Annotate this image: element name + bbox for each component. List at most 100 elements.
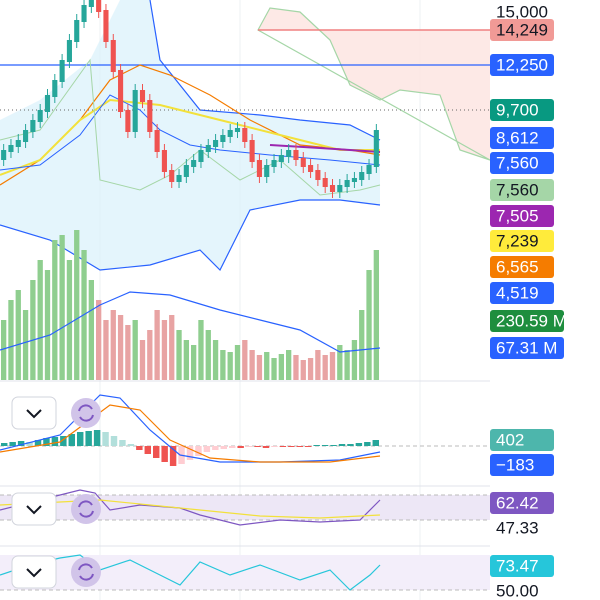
collapse-button[interactable] [11,555,57,589]
refresh-button[interactable] [71,557,101,587]
macd-bar [254,446,261,447]
volume-bar [183,340,189,380]
price-tag [490,99,554,121]
macd-bar [271,446,278,447]
price-tag [490,555,554,577]
price-tag [490,492,554,514]
volume-bar [366,270,372,380]
candle-body [154,130,160,152]
price-label: 50.00 [496,581,539,600]
collapse-button[interactable] [11,396,57,430]
price-tag [490,337,564,359]
volume-bar [249,350,255,380]
price-tag [490,127,554,149]
price-label: 402 [496,430,524,449]
macd-bar [34,440,42,446]
macd-bar [330,445,337,446]
candle-body [161,150,167,172]
macd-bar [245,446,253,447]
volume-bar [125,325,131,380]
price-tag [490,429,554,451]
volume-bar [161,320,168,380]
volume-bar [139,340,146,380]
volume-bar [176,330,182,380]
volume-bar [278,354,284,380]
chevron-icon [26,409,42,419]
candle-body [23,130,29,142]
macd-bar [60,436,67,446]
price-label: 47.33 [496,518,539,537]
macd-bar [203,446,211,452]
rsi-ma [0,499,381,519]
volume-bar [8,300,14,380]
volume-bar [30,280,36,380]
macd-bar [195,446,202,456]
candle-body [176,175,182,182]
candle-body [139,90,146,102]
macd-bar [186,446,194,460]
candle-body [249,140,255,162]
volume-bar [264,352,270,380]
macd-bar [212,446,219,450]
macd-bar [119,440,126,446]
candle-body [205,145,211,152]
candle-body [132,90,138,132]
macd-bar [68,434,75,446]
macd-bar [347,444,354,446]
price-label: 230.59 M [496,311,567,330]
price-label: 4,519 [496,283,539,302]
volume-bar [256,355,263,380]
price-tag [490,205,554,227]
volume-bar [351,340,358,380]
candle-body [81,5,87,22]
refresh-button[interactable] [71,494,101,524]
volume-bar [373,250,379,380]
candle-body [103,10,109,42]
price-label: 12,250 [496,55,548,74]
price-label: 7,505 [496,206,539,225]
macd-bar [1,443,8,446]
volume-bar [74,230,80,380]
pane-controls [11,396,101,589]
macd-bar [161,446,168,462]
macd-bar [229,446,236,448]
candle-body [278,155,284,162]
candle-body [125,110,131,132]
candle-body [264,165,270,177]
candle-body [271,160,277,167]
price-label: 7,239 [496,231,539,250]
price-tag [490,282,554,304]
macd-bar [51,437,59,446]
refresh-button[interactable] [71,398,101,428]
candle-body [88,0,94,7]
price-tag [490,310,564,332]
volume-bar [191,345,197,380]
volume-bar [234,345,241,380]
price-tag [490,256,554,278]
candle-body [59,60,65,82]
macd-bar [26,442,33,446]
price-label: 15,000 [496,2,548,21]
volume-bar [300,360,306,380]
volume-bar [293,355,299,380]
price-label: 8,612 [496,128,539,147]
macd-bar [169,446,177,466]
volume-bar [44,270,51,380]
volume-bar [59,235,65,380]
ma-line [269,144,381,153]
macd-bar [153,446,160,458]
candle-body [44,95,51,112]
price-label: 7,560 [496,153,539,172]
candle-body [359,172,365,180]
macd-bar [85,431,92,446]
volume-bar [315,350,321,380]
volume-bar [96,300,102,380]
collapse-button[interactable] [11,492,57,526]
signal-line [0,404,381,463]
candle-body [52,80,58,97]
price-label: 73.47 [496,556,539,575]
macd-bar [144,446,151,454]
volume-bar [344,350,350,380]
macd-bar [237,446,244,448]
ma-line [0,98,380,176]
